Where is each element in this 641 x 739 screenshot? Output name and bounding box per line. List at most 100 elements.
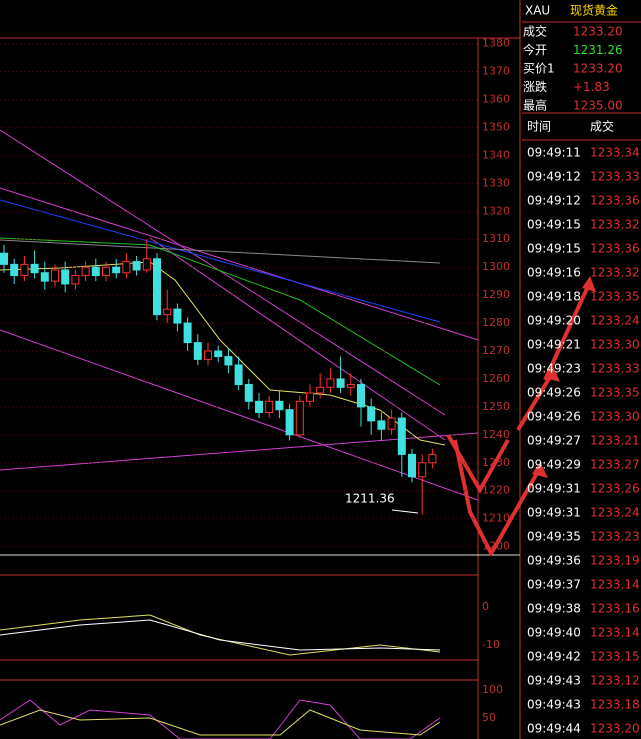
candle-body bbox=[326, 378, 335, 388]
y-tick-label: 1300 bbox=[482, 260, 510, 273]
tick-price: 1233.12 bbox=[590, 674, 640, 688]
tick-price: 1233.30 bbox=[590, 338, 640, 352]
y-tick-label: 1370 bbox=[482, 65, 510, 78]
candle-body bbox=[306, 392, 314, 402]
tick-price: 1233.14 bbox=[590, 626, 640, 640]
tick-time: 09:49:21 bbox=[527, 338, 581, 352]
y-tick-label: 1380 bbox=[482, 37, 510, 50]
tick-time: 09:49:43 bbox=[527, 674, 581, 688]
tick-time: 09:49:37 bbox=[527, 578, 581, 592]
tick-time: 09:49:31 bbox=[527, 482, 581, 496]
tick-price: 1233.35 bbox=[590, 386, 640, 400]
tick-price: 1233.23 bbox=[590, 530, 640, 544]
tick-time: 09:49:42 bbox=[527, 650, 581, 664]
tick-price: 1233.15 bbox=[590, 650, 640, 664]
candle-body bbox=[112, 266, 121, 274]
y-tick-label: 1200 bbox=[482, 540, 510, 553]
candle-body bbox=[336, 378, 345, 388]
kdj-tick: 50 bbox=[482, 711, 496, 724]
candle-body bbox=[40, 272, 49, 282]
col-head: 时间 bbox=[527, 120, 551, 134]
quote-value: 1233.20 bbox=[573, 25, 623, 39]
tick-time: 09:49:15 bbox=[527, 218, 581, 232]
tick-time: 09:49:27 bbox=[527, 434, 581, 448]
y-tick-label: 1340 bbox=[482, 148, 510, 161]
tick-time: 09:49:15 bbox=[527, 242, 581, 256]
candle-body bbox=[122, 261, 131, 274]
tick-time: 09:49:26 bbox=[527, 410, 581, 424]
quote-value: 1231.26 bbox=[573, 43, 623, 57]
annotation: 1211.36 bbox=[345, 492, 395, 506]
tick-time: 09:49:23 bbox=[527, 362, 581, 376]
y-tick-label: 1260 bbox=[482, 372, 510, 385]
quote-label: 成交 bbox=[523, 24, 547, 39]
candle-body bbox=[224, 356, 233, 366]
y-tick-label: 1280 bbox=[482, 316, 510, 329]
tick-price: 1233.35 bbox=[590, 290, 640, 304]
quote-label: 买价1 bbox=[523, 62, 555, 76]
candle-body bbox=[255, 400, 263, 413]
macd-tick: -10 bbox=[482, 638, 500, 651]
candle-body bbox=[418, 462, 427, 478]
tick-price: 1233.16 bbox=[590, 602, 640, 616]
tick-time: 09:49:35 bbox=[527, 530, 581, 544]
tick-time: 09:49:31 bbox=[527, 506, 581, 520]
y-tick-label: 1350 bbox=[482, 120, 510, 133]
y-tick-label: 1230 bbox=[482, 456, 510, 469]
candle-body bbox=[193, 342, 202, 360]
candle-body bbox=[10, 263, 19, 277]
quote-label: 今开 bbox=[523, 42, 547, 57]
y-tick-label: 1290 bbox=[482, 288, 510, 301]
macd-tick: 0 bbox=[482, 600, 489, 613]
y-tick-label: 1210 bbox=[482, 512, 510, 525]
tick-price: 1233.34 bbox=[590, 146, 640, 160]
tick-price: 1233.18 bbox=[590, 698, 640, 712]
y-tick-label: 1250 bbox=[482, 400, 510, 413]
candle-body bbox=[20, 263, 29, 277]
y-tick-label: 1360 bbox=[482, 92, 510, 105]
candle-body bbox=[357, 384, 365, 408]
tick-price: 1233.20 bbox=[590, 722, 640, 736]
candle-body bbox=[102, 266, 110, 277]
kdj-tick: 100 bbox=[482, 683, 503, 696]
quote-value: 1233.20 bbox=[573, 62, 623, 76]
y-tick-label: 1320 bbox=[482, 204, 510, 217]
candle-body bbox=[71, 275, 80, 285]
tick-price: 1233.24 bbox=[590, 506, 640, 520]
tick-price: 1233.36 bbox=[590, 194, 640, 208]
quote-label: 最高 bbox=[523, 98, 547, 113]
symbol: XAU bbox=[525, 4, 550, 18]
candle-body bbox=[163, 308, 172, 316]
candle-body bbox=[142, 258, 151, 271]
tick-time: 09:49:40 bbox=[527, 626, 581, 640]
quote-label: 涨跌 bbox=[523, 79, 547, 94]
tick-time: 09:49:43 bbox=[527, 698, 581, 712]
candle-body bbox=[428, 453, 437, 464]
tick-price: 1233.32 bbox=[590, 218, 640, 232]
tick-time: 09:49:12 bbox=[527, 194, 581, 208]
y-tick-label: 1270 bbox=[482, 344, 510, 357]
name: 现货黄金 bbox=[570, 3, 618, 18]
tick-time: 09:49:11 bbox=[527, 146, 581, 160]
candle-body bbox=[285, 409, 294, 436]
candle-body bbox=[397, 417, 406, 455]
tick-time: 09:49:36 bbox=[527, 554, 581, 568]
candle-body bbox=[346, 384, 355, 388]
tick-time: 09:49:20 bbox=[527, 314, 581, 328]
y-tick-label: 1310 bbox=[482, 232, 510, 245]
candle-body bbox=[316, 386, 325, 394]
y-tick-label: 1220 bbox=[482, 484, 510, 497]
candle-body bbox=[51, 269, 59, 282]
candle-body bbox=[408, 453, 416, 478]
tick-price: 1233.24 bbox=[590, 314, 640, 328]
tick-price: 1233.21 bbox=[590, 434, 640, 448]
tick-time: 09:49:16 bbox=[527, 266, 581, 280]
tick-time: 09:49:44 bbox=[527, 722, 581, 736]
y-tick-label: 1240 bbox=[482, 428, 510, 441]
tick-price: 1233.14 bbox=[590, 578, 640, 592]
candle-body bbox=[295, 400, 304, 436]
candle-body bbox=[132, 261, 141, 271]
candle-body bbox=[0, 252, 8, 265]
